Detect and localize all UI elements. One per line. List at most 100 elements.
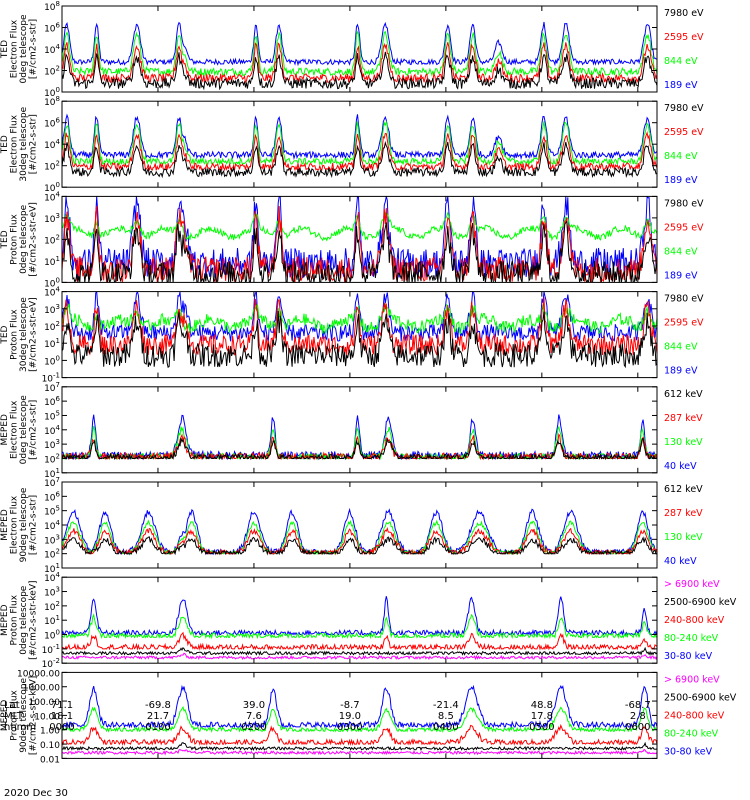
legend-entry: 80-240 keV xyxy=(664,633,719,644)
panel-4: 10-1 100 101 102 103 104 TEDProton Flux30deg t… xyxy=(0,286,704,385)
y-axis-label: TEDElectron Flux30deg telescope[#/cm2-s-… xyxy=(0,106,39,181)
legend-entry: 7980 eV xyxy=(664,294,704,305)
time-tick-lat: 48.8 xyxy=(531,700,553,711)
y-tick-label: 105 xyxy=(44,409,60,422)
legend-entry: 2595 eV xyxy=(664,32,704,43)
legend-entry: 287 keV xyxy=(664,413,703,424)
series-line xyxy=(62,113,657,161)
series-line xyxy=(62,205,657,283)
panel-3: 100 101 102 103 104 TEDProton Flux0deg telesc… xyxy=(0,190,704,289)
time-tick-mlt: 8.5 xyxy=(438,711,454,722)
series-group xyxy=(62,596,657,661)
time-tick-hhmm: 0600 xyxy=(625,722,650,733)
time-tick-hhmm: 0500 xyxy=(529,722,554,733)
legend-entry: 189 eV xyxy=(664,175,698,186)
series-line xyxy=(62,130,657,173)
y-tick-label: 100 xyxy=(44,629,60,642)
time-tick-hhmm: 0200 xyxy=(241,722,266,733)
time-tick-hhmm: 0300 xyxy=(337,722,362,733)
series-line xyxy=(62,652,657,661)
series-line xyxy=(62,631,657,651)
series-group xyxy=(62,414,657,461)
y-tick-label: 104 xyxy=(44,286,60,299)
time-tick-lat: -68.7 xyxy=(625,700,651,711)
panel-frame xyxy=(61,481,658,569)
y-tick-label: 106 xyxy=(44,490,60,503)
y-tick-label: 103 xyxy=(44,533,60,546)
y-tick-label: 106 xyxy=(44,117,60,130)
y-tick-label: 1000.00 xyxy=(23,684,60,694)
series-line xyxy=(62,42,657,84)
series-group xyxy=(62,196,657,283)
y-axis-label: TEDProton Flux30deg telescope[#/cm2-s-st… xyxy=(0,297,39,372)
panel-1: 100 102 104 106 108 TEDElectron Flux0deg tele… xyxy=(0,0,704,99)
y-tick-label: 102 xyxy=(44,548,60,561)
y-tick-label: 102 xyxy=(44,320,60,333)
series-line xyxy=(62,596,657,637)
y-tick-label: 106 xyxy=(44,395,60,408)
panel-2: 100 102 104 106 108 TEDElectron Flux30deg tel… xyxy=(0,95,704,194)
y-tick-label: 10.00 xyxy=(34,712,60,722)
y-tick-label: 101 xyxy=(44,614,60,627)
time-tick-lat: -8.7 xyxy=(340,700,360,711)
y-tick-label: 103 xyxy=(44,438,60,451)
y-tick-label: 102 xyxy=(44,600,60,613)
date-label: 2020 Dec 30 xyxy=(4,788,68,799)
series-group xyxy=(62,291,657,369)
y-tick-label: 100 xyxy=(44,276,60,289)
legend-entry: 2595 eV xyxy=(664,318,704,329)
time-tick-lat: 39.0 xyxy=(243,700,265,711)
time-tick-hhmm: 0100 xyxy=(145,722,170,733)
panel-8: 0.01 0.10 1.00 10.00 100.00 1000.00 10000.00ME… xyxy=(0,669,737,765)
series-line xyxy=(62,414,657,461)
series-line xyxy=(62,613,657,640)
legend-entry: 30-80 keV xyxy=(664,746,713,757)
legend-entry: 844 eV xyxy=(664,246,698,257)
time-tick-mlt: 21.7 xyxy=(147,711,169,722)
legend-entry: > 6900 keV xyxy=(664,674,720,685)
y-tick-label: 102 xyxy=(44,233,60,246)
y-tick-label: 0.01 xyxy=(40,755,60,765)
y-tick-label: 104 xyxy=(44,519,60,532)
legend-entry: 189 eV xyxy=(664,270,698,281)
series-line xyxy=(62,220,657,283)
legend-entry: 612 keV xyxy=(664,389,703,400)
time-tick-hhmm: 0400 xyxy=(433,722,458,733)
time-tick-lat: -21.4 xyxy=(433,700,459,711)
legend-entry: 240-800 keV xyxy=(664,615,725,626)
legend-entry: 80-240 keV xyxy=(664,728,719,739)
y-tick-label: 107 xyxy=(44,381,60,394)
legend-entry: 2500-6900 keV xyxy=(664,597,737,608)
axis-row-label-lat: Lat xyxy=(4,700,20,711)
legend-entry: 7980 eV xyxy=(664,103,704,114)
series-group xyxy=(62,113,657,179)
legend-entry: 2595 eV xyxy=(664,127,704,138)
legend-entry: 7980 eV xyxy=(664,198,704,209)
series-line xyxy=(62,741,657,752)
y-tick-label: 0.10 xyxy=(40,741,60,751)
series-line xyxy=(62,437,657,461)
time-tick-mlt: 17.8 xyxy=(531,711,553,722)
y-tick-label: 100 xyxy=(44,86,60,99)
legend-entry: > 6900 keV xyxy=(664,579,720,590)
y-tick-label: 100.00 xyxy=(29,698,61,708)
y-tick-label: 104 xyxy=(44,424,60,437)
y-tick-label: 103 xyxy=(44,586,60,599)
y-tick-label: 101 xyxy=(44,255,60,268)
panels: 100 102 104 106 108 TEDElectron Flux0deg tele… xyxy=(0,0,737,765)
time-tick-hhmm: 0000 xyxy=(49,722,74,733)
legend-entry: 40 keV xyxy=(664,461,697,472)
legend-entry: 40 keV xyxy=(664,556,697,567)
series-line xyxy=(62,646,657,656)
y-tick-label: 106 xyxy=(44,22,60,35)
y-tick-label: 10-1 xyxy=(42,372,60,385)
legend-entry: 240-800 keV xyxy=(664,710,725,721)
series-group xyxy=(62,21,657,91)
legend-entry: 189 eV xyxy=(664,80,698,91)
y-tick-label: 103 xyxy=(44,303,60,316)
y-axis-label: MEPEDElectron Flux0deg telescope[#/cm2-s… xyxy=(0,395,39,465)
